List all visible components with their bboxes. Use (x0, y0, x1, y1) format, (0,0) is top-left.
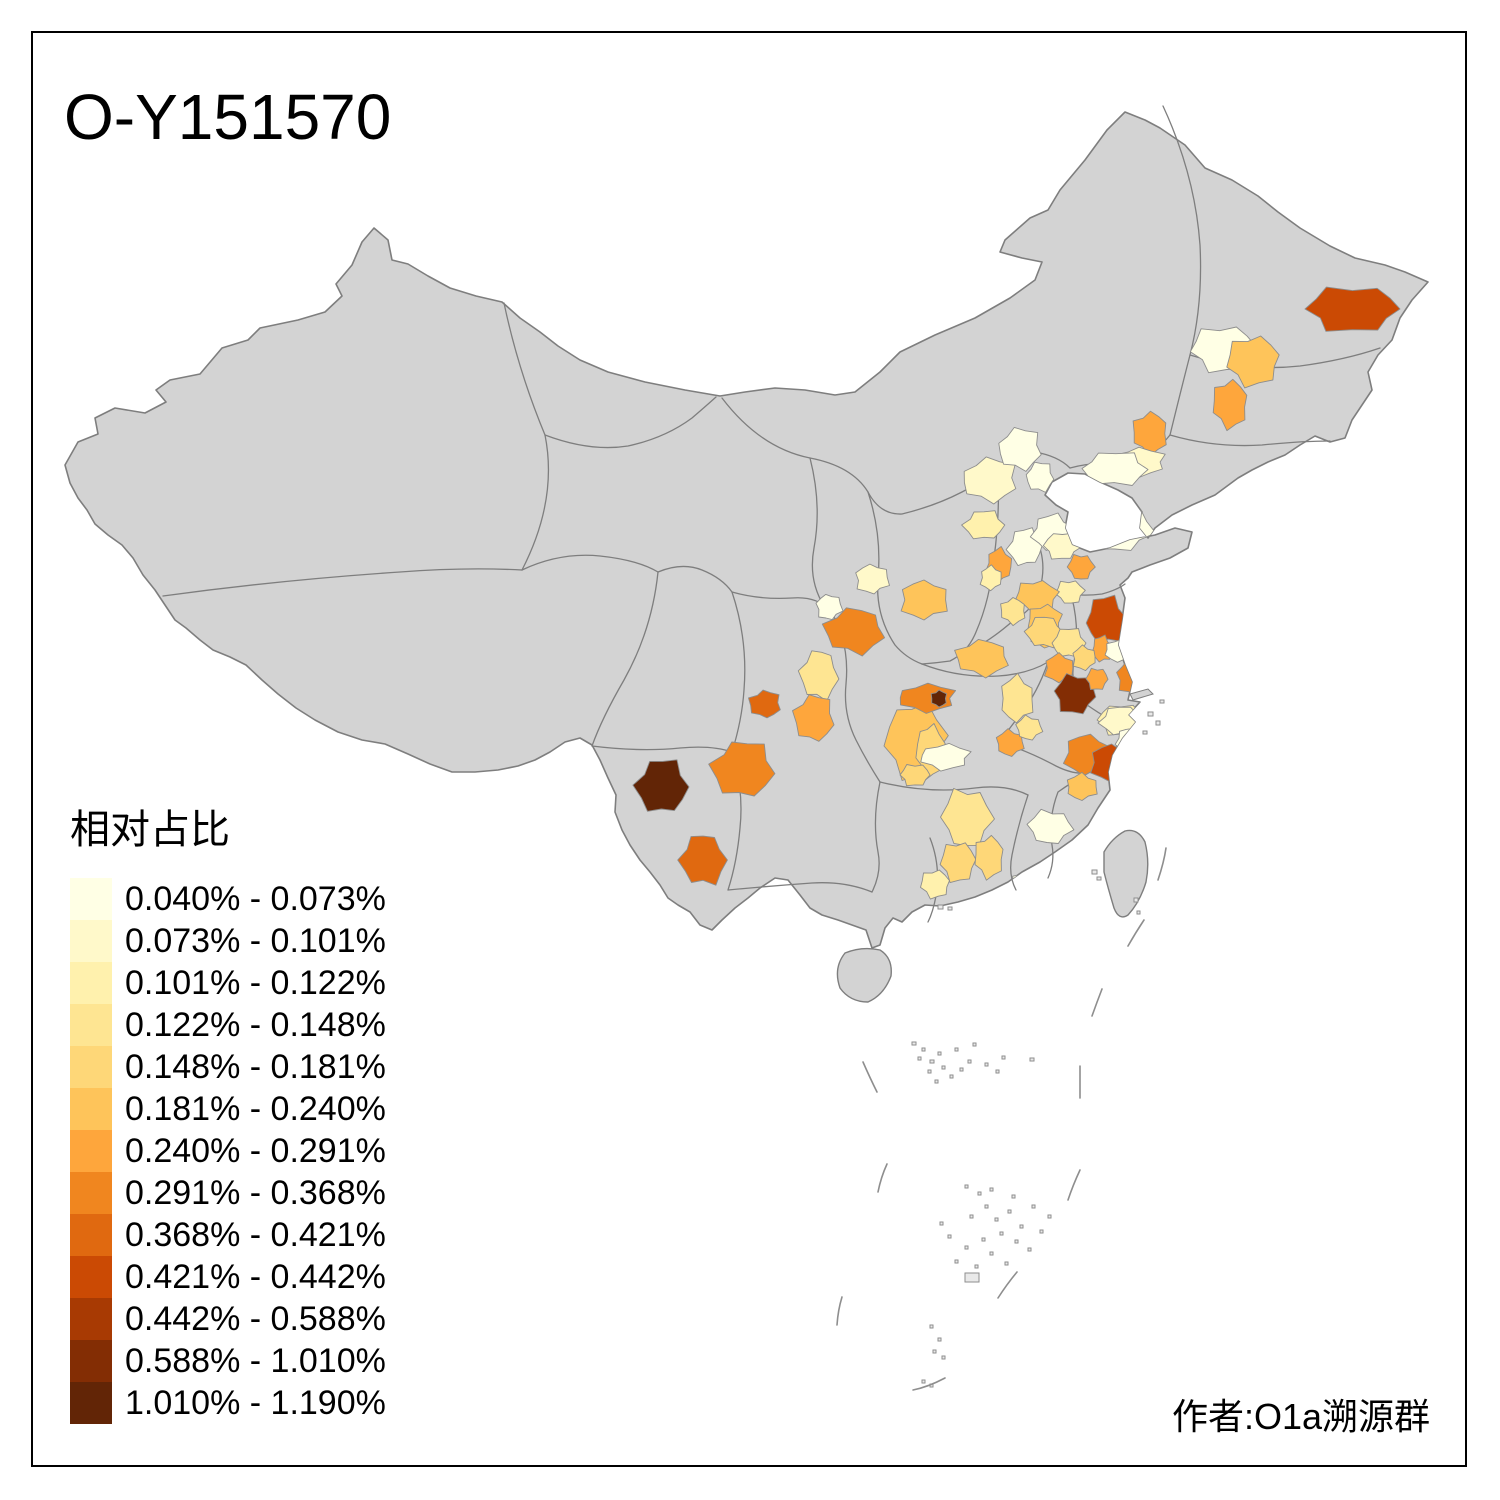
sea-dash-lines (836, 847, 1167, 1391)
prefecture-region (974, 834, 1004, 881)
legend-label: 0.368% - 0.421% (125, 1216, 386, 1254)
legend-item: 0.148% - 0.181% (70, 1046, 386, 1088)
prefecture-region (792, 694, 835, 742)
taiwan-island (1103, 829, 1149, 918)
prefecture-region (899, 764, 931, 787)
legend-swatch (70, 1256, 112, 1298)
legend-label: 0.588% - 1.010% (125, 1342, 386, 1380)
prefecture-region (940, 787, 995, 847)
map-title: O-Y151570 (64, 81, 392, 153)
legend-swatch (70, 1382, 112, 1424)
legend-item: 0.421% - 0.442% (70, 1256, 386, 1298)
legend-swatch (70, 1088, 112, 1130)
legend-label: 0.040% - 0.073% (125, 880, 386, 918)
prefecture-region (954, 638, 1009, 679)
legend-label: 0.122% - 0.148% (125, 1006, 386, 1044)
prefecture-region (939, 842, 977, 884)
legend-swatch (70, 1004, 112, 1046)
prefecture-region (821, 607, 886, 657)
legend-label: 0.291% - 0.368% (125, 1174, 386, 1212)
legend-item: 0.122% - 0.148% (70, 1004, 386, 1046)
prefecture-region (1212, 378, 1248, 432)
legend-swatch (70, 1046, 112, 1088)
prefecture-region (1085, 667, 1109, 690)
prefecture-region (1001, 672, 1034, 724)
prefecture-region (1085, 594, 1127, 644)
legend-swatch (70, 920, 112, 962)
chongming-islet (1129, 688, 1154, 701)
legend-item: 0.101% - 0.122% (70, 962, 386, 1004)
legend-item: 0.240% - 0.291% (70, 1130, 386, 1172)
prefecture-region (1025, 461, 1055, 493)
legend-item: 0.291% - 0.368% (70, 1172, 386, 1214)
prefecture-region (1304, 286, 1401, 332)
prefecture-region (855, 563, 890, 595)
legend-item: 0.040% - 0.073% (70, 878, 386, 920)
prefecture-region (632, 759, 690, 812)
legend-swatch (70, 878, 112, 920)
prefecture-region (1054, 580, 1086, 604)
legend-swatch (70, 1172, 112, 1214)
legend-item: 0.181% - 0.240% (70, 1088, 386, 1130)
prefecture-region (708, 741, 776, 797)
prefecture-region (1000, 597, 1026, 627)
legend-label: 0.148% - 0.181% (125, 1048, 386, 1086)
legend-label: 0.421% - 0.442% (125, 1258, 386, 1296)
legend-item: 1.010% - 1.190% (70, 1382, 386, 1424)
prefecture-region (961, 510, 1006, 540)
prefecture-region (1226, 335, 1280, 389)
legend-item: 0.588% - 1.010% (70, 1340, 386, 1382)
legend-item: 0.368% - 0.421% (70, 1214, 386, 1256)
prefecture-region (900, 579, 948, 621)
hainan-island (836, 947, 892, 1003)
legend-label: 0.442% - 0.588% (125, 1300, 386, 1338)
attribution-text: 作者:O1a溯源群 (1171, 1396, 1430, 1437)
prefecture-region (1026, 808, 1075, 844)
prefecture-region (748, 689, 781, 719)
prefecture-region (930, 689, 948, 708)
prefecture-region (1015, 714, 1044, 741)
legend-swatch (70, 1298, 112, 1340)
prefecture-region (677, 835, 728, 886)
legend-item: 0.073% - 0.101% (70, 920, 386, 962)
sea-islets (911, 699, 1165, 1388)
prefecture-region (815, 593, 844, 621)
prefecture-region (920, 742, 972, 772)
prefecture-region (1053, 673, 1097, 715)
prefecture-region (797, 650, 840, 702)
prefecture-region (920, 869, 950, 900)
prefecture-region (1066, 553, 1096, 580)
legend-label: 0.101% - 0.122% (125, 964, 386, 1002)
legend-swatch (70, 962, 112, 1004)
legend-rows: 0.040% - 0.073% 0.073% - 0.101% 0.101% - 0… (70, 878, 386, 1424)
prefecture-region (979, 564, 1002, 592)
legend-title: 相对占比 (70, 808, 230, 852)
legend-label: 0.240% - 0.291% (125, 1132, 386, 1170)
prefecture-region (998, 426, 1042, 472)
prefecture-region (1132, 410, 1167, 457)
legend-label: 0.181% - 0.240% (125, 1090, 386, 1128)
prefecture-region (1114, 728, 1143, 754)
prefecture-region (1066, 771, 1098, 801)
legend-swatch (70, 1214, 112, 1256)
legend-swatch (70, 1130, 112, 1172)
legend-label: 1.010% - 1.190% (125, 1384, 386, 1422)
legend-label: 0.073% - 0.101% (125, 922, 386, 960)
legend: 相对占比 0.040% - 0.073% 0.073% - 0.101% 0.101… (70, 810, 386, 1424)
prefecture-region (1072, 644, 1096, 672)
legend-item: 0.442% - 0.588% (70, 1298, 386, 1340)
legend-swatch (70, 1340, 112, 1382)
